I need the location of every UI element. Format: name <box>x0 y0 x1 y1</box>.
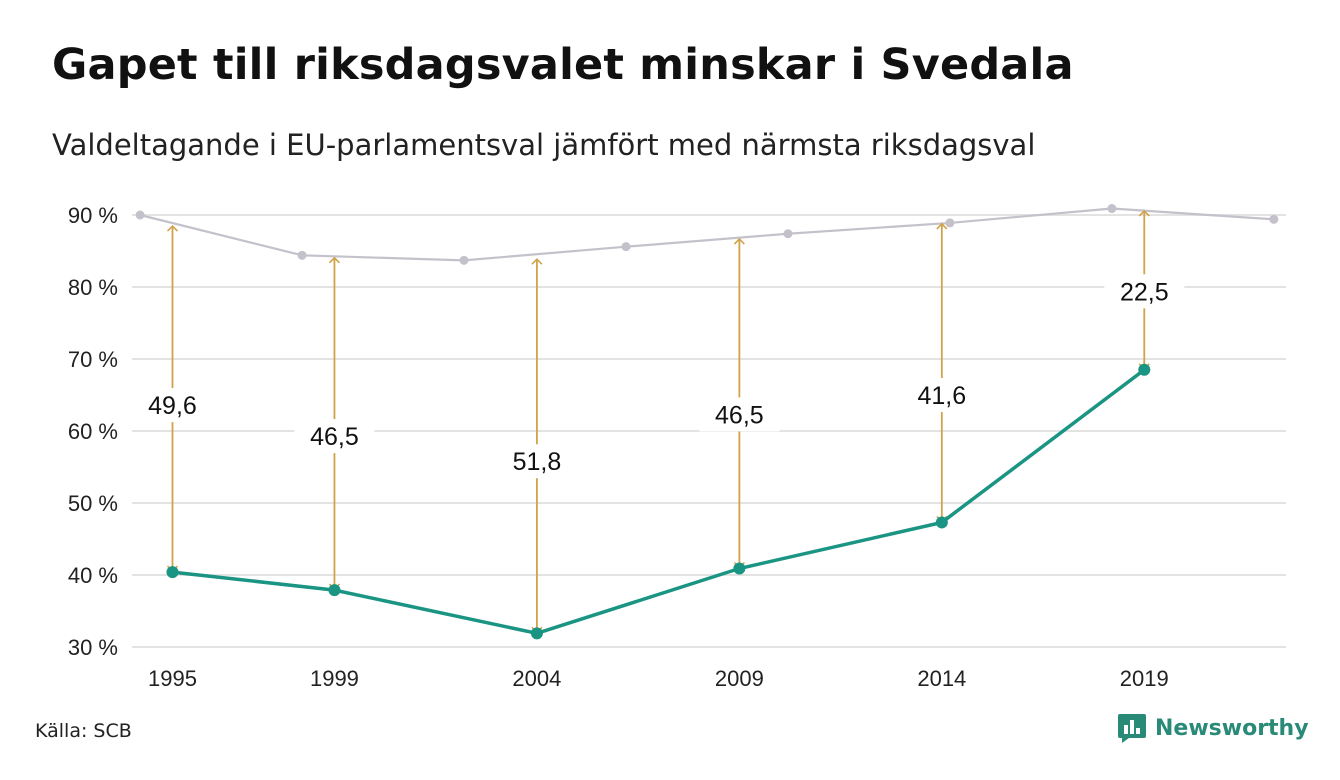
newsworthy-logo-text: Newsworthy <box>1155 715 1309 741</box>
riksdag-point <box>459 255 469 265</box>
riksdag-point <box>135 210 145 220</box>
riksdag-series <box>135 204 1279 265</box>
eu-point <box>733 562 746 575</box>
eu-point <box>328 584 341 597</box>
x-tick-label: 1995 <box>148 666 197 691</box>
chart-subtitle: Valdeltagande i EU-parlamentsval jämfört… <box>52 128 1036 162</box>
gap-label-bg <box>1104 274 1185 309</box>
x-tick-label: 2004 <box>512 666 561 691</box>
gap-label: 46,5 <box>310 423 359 451</box>
gap-label: 51,8 <box>513 448 562 476</box>
riksdag-point <box>297 250 307 260</box>
riksdag-point <box>621 242 631 252</box>
gap-label: 41,6 <box>917 382 966 410</box>
x-axis: 1995 1999 2004 2009 2014 2019 <box>148 666 1169 691</box>
gap-label-bg <box>699 397 780 432</box>
gap-label: 46,5 <box>715 401 764 429</box>
gap-labels: 49,6 46,5 51,8 46,5 41,6 22,5 <box>132 274 1185 479</box>
gap-label-bg <box>132 388 213 423</box>
riksdag-line <box>139 207 1274 262</box>
eu-point <box>935 516 948 529</box>
y-tick-label: 60 % <box>68 419 118 444</box>
y-tick-label: 80 % <box>68 275 118 300</box>
eu-point <box>166 566 179 579</box>
gap-label: 22,5 <box>1120 278 1169 306</box>
x-tick-label: 2014 <box>917 666 966 691</box>
eu-point <box>1138 363 1151 376</box>
gap-label-bg <box>496 444 577 479</box>
newsworthy-logo-icon <box>1118 714 1146 743</box>
gap-label-bg <box>901 378 982 412</box>
y-tick-label: 30 % <box>68 635 118 660</box>
x-tick-label: 1999 <box>310 666 359 691</box>
chart-title: Gapet till riksdagsvalet minskar i Sveda… <box>52 40 1074 90</box>
riksdag-point <box>1107 204 1117 214</box>
eu-line <box>172 368 1146 636</box>
gap-label: 49,6 <box>148 392 197 420</box>
gap-label-bg <box>294 419 375 454</box>
source-note: Källa: SCB <box>35 720 132 742</box>
x-tick-label: 2019 <box>1120 666 1169 691</box>
y-axis: 30 % 40 % 50 % 60 % 70 % 80 % 90 % <box>68 203 118 660</box>
x-tick-label: 2009 <box>715 666 764 691</box>
riksdag-point <box>1269 214 1279 224</box>
riksdag-point <box>945 218 955 228</box>
eu-series <box>166 363 1151 640</box>
y-tick-label: 70 % <box>68 347 118 372</box>
y-tick-label: 90 % <box>68 203 118 228</box>
newsworthy-logo[interactable]: Newsworthy <box>1117 712 1309 744</box>
grid-lines <box>132 214 1286 648</box>
riksdag-point <box>783 229 793 239</box>
eu-point <box>530 627 543 640</box>
y-tick-label: 40 % <box>68 563 118 588</box>
y-tick-label: 50 % <box>68 491 118 516</box>
